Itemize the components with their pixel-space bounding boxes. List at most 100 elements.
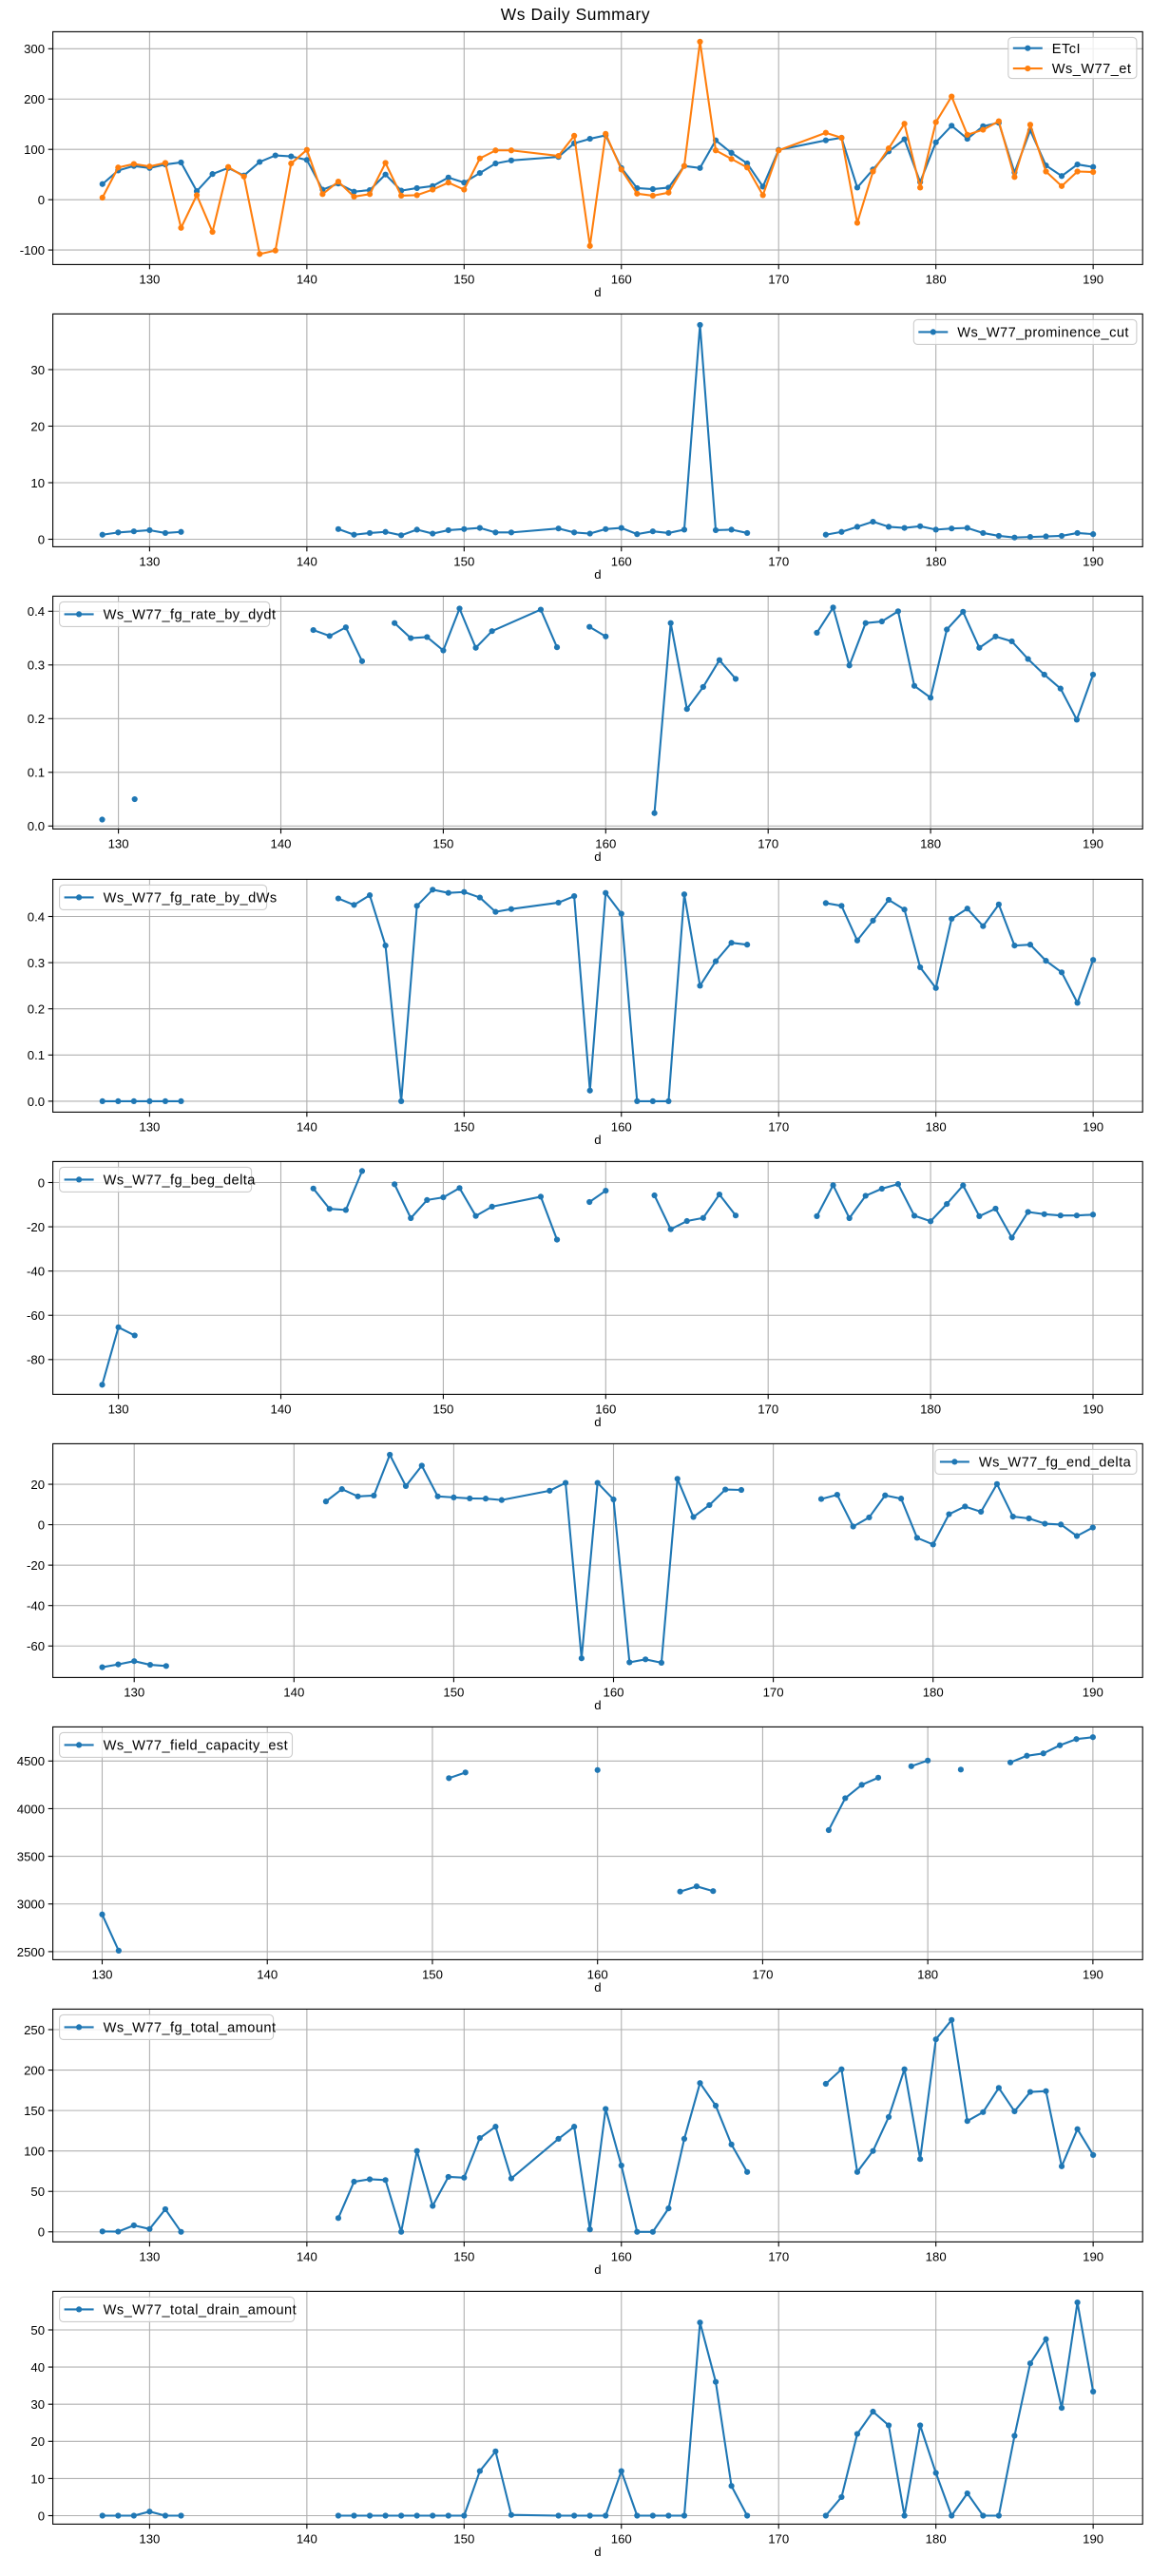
- svg-text:200: 200: [24, 92, 45, 106]
- svg-text:d: d: [594, 567, 601, 582]
- svg-text:50: 50: [30, 2323, 45, 2337]
- svg-text:-40: -40: [27, 1265, 45, 1279]
- svg-text:0: 0: [38, 193, 45, 207]
- svg-text:d: d: [594, 1980, 601, 1994]
- svg-text:160: 160: [611, 2250, 632, 2264]
- svg-text:190: 190: [1083, 1402, 1103, 1417]
- svg-text:Ws_W77_fg_rate_by_dydt: Ws_W77_fg_rate_by_dydt: [104, 608, 277, 623]
- svg-text:10: 10: [30, 2471, 45, 2486]
- svg-text:190: 190: [1083, 837, 1103, 851]
- svg-text:140: 140: [297, 555, 317, 569]
- svg-text:d: d: [594, 1698, 601, 1712]
- svg-text:180: 180: [917, 1968, 938, 1982]
- svg-text:160: 160: [595, 837, 616, 851]
- svg-text:160: 160: [611, 1120, 632, 1135]
- svg-text:190: 190: [1083, 2250, 1103, 2264]
- svg-text:0.2: 0.2: [28, 712, 45, 726]
- svg-text:250: 250: [24, 2023, 45, 2037]
- svg-text:140: 140: [297, 1120, 317, 1135]
- svg-text:170: 170: [763, 1686, 784, 1700]
- svg-text:170: 170: [752, 1968, 773, 1982]
- svg-text:d: d: [594, 849, 601, 864]
- svg-text:Ws_W77_total_drain_amount: Ws_W77_total_drain_amount: [104, 2303, 297, 2318]
- svg-text:-60: -60: [27, 1639, 45, 1653]
- svg-text:140: 140: [270, 837, 291, 851]
- svg-text:Ws_W77_fg_end_delta: Ws_W77_fg_end_delta: [979, 1456, 1132, 1471]
- svg-text:180: 180: [926, 555, 947, 569]
- svg-text:130: 130: [139, 1120, 160, 1135]
- svg-text:150: 150: [24, 2104, 45, 2118]
- svg-text:160: 160: [611, 273, 632, 287]
- svg-text:-80: -80: [27, 1353, 45, 1367]
- svg-text:30: 30: [30, 363, 45, 377]
- svg-text:50: 50: [30, 2185, 45, 2199]
- svg-text:170: 170: [768, 2250, 789, 2264]
- svg-text:20: 20: [30, 419, 45, 433]
- svg-text:100: 100: [24, 143, 45, 157]
- svg-text:180: 180: [926, 2532, 947, 2547]
- svg-text:ETcI: ETcI: [1052, 42, 1081, 57]
- svg-text:160: 160: [611, 2532, 632, 2547]
- svg-text:130: 130: [139, 555, 160, 569]
- svg-text:130: 130: [108, 837, 129, 851]
- svg-text:d: d: [594, 2545, 601, 2559]
- svg-text:150: 150: [453, 273, 474, 287]
- svg-text:Ws_W77_et: Ws_W77_et: [1052, 62, 1132, 77]
- svg-text:Ws Daily Summary: Ws Daily Summary: [501, 5, 650, 24]
- svg-text:100: 100: [24, 2145, 45, 2159]
- svg-text:170: 170: [758, 837, 778, 851]
- svg-text:130: 130: [139, 2250, 160, 2264]
- svg-text:0: 0: [38, 2225, 45, 2240]
- svg-text:130: 130: [108, 1402, 129, 1417]
- svg-text:140: 140: [297, 2250, 317, 2264]
- svg-text:170: 170: [768, 2532, 789, 2547]
- svg-text:Ws_W77_prominence_cut: Ws_W77_prominence_cut: [957, 326, 1129, 341]
- svg-text:190: 190: [1083, 1968, 1103, 1982]
- svg-text:180: 180: [920, 837, 941, 851]
- svg-text:170: 170: [768, 1120, 789, 1135]
- svg-text:190: 190: [1083, 2532, 1103, 2547]
- svg-text:d: d: [594, 1133, 601, 1147]
- svg-text:160: 160: [595, 1402, 616, 1417]
- svg-text:180: 180: [926, 1120, 947, 1135]
- svg-text:150: 150: [422, 1968, 443, 1982]
- svg-text:0: 0: [38, 1175, 45, 1190]
- svg-text:4500: 4500: [17, 1754, 45, 1768]
- svg-text:150: 150: [432, 1402, 453, 1417]
- svg-text:d: d: [594, 1415, 601, 1429]
- svg-text:130: 130: [139, 2532, 160, 2547]
- svg-text:180: 180: [920, 1402, 941, 1417]
- svg-text:140: 140: [270, 1402, 291, 1417]
- svg-text:140: 140: [257, 1968, 278, 1982]
- svg-text:180: 180: [923, 1686, 944, 1700]
- svg-text:200: 200: [24, 2063, 45, 2077]
- svg-text:160: 160: [611, 555, 632, 569]
- svg-text:0: 0: [38, 1518, 45, 1533]
- svg-text:Ws_W77_field_capacity_est: Ws_W77_field_capacity_est: [104, 1739, 289, 1754]
- svg-text:170: 170: [768, 273, 789, 287]
- svg-text:-20: -20: [27, 1558, 45, 1573]
- svg-text:0: 0: [38, 2509, 45, 2523]
- svg-text:190: 190: [1083, 555, 1103, 569]
- svg-text:180: 180: [926, 2250, 947, 2264]
- svg-text:-20: -20: [27, 1220, 45, 1234]
- svg-text:40: 40: [30, 2360, 45, 2375]
- svg-text:2500: 2500: [17, 1945, 45, 1959]
- svg-text:150: 150: [443, 1686, 464, 1700]
- svg-text:140: 140: [283, 1686, 304, 1700]
- svg-text:-40: -40: [27, 1599, 45, 1613]
- svg-text:150: 150: [453, 2532, 474, 2547]
- svg-text:20: 20: [30, 2434, 45, 2449]
- svg-text:30: 30: [30, 2397, 45, 2412]
- svg-text:170: 170: [758, 1402, 778, 1417]
- svg-text:150: 150: [453, 2250, 474, 2264]
- svg-text:0.2: 0.2: [28, 1002, 45, 1017]
- svg-text:150: 150: [453, 555, 474, 569]
- svg-text:180: 180: [926, 273, 947, 287]
- svg-text:10: 10: [30, 476, 45, 490]
- svg-text:3500: 3500: [17, 1850, 45, 1864]
- svg-text:0.4: 0.4: [28, 604, 45, 619]
- svg-text:d: d: [594, 285, 601, 299]
- svg-text:0.1: 0.1: [28, 766, 45, 780]
- svg-text:160: 160: [587, 1968, 608, 1982]
